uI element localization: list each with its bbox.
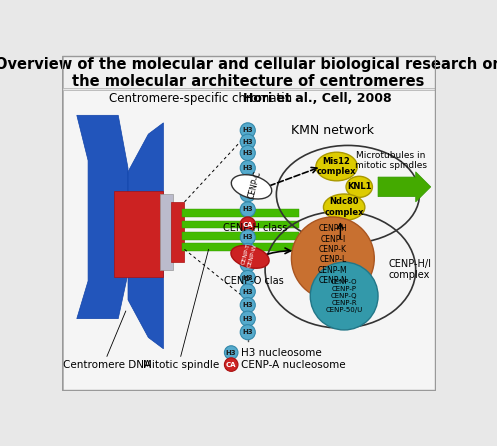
- FancyBboxPatch shape: [182, 210, 299, 217]
- Circle shape: [291, 217, 374, 300]
- Text: H3: H3: [243, 289, 253, 294]
- Circle shape: [240, 161, 255, 176]
- Text: H3: H3: [243, 206, 253, 212]
- Circle shape: [225, 346, 238, 359]
- Ellipse shape: [324, 194, 365, 220]
- Ellipse shape: [316, 152, 357, 181]
- Text: Mis12
complex: Mis12 complex: [317, 157, 356, 176]
- Circle shape: [240, 187, 255, 202]
- Circle shape: [240, 284, 255, 299]
- Text: CENP-A nucleosome: CENP-A nucleosome: [241, 359, 345, 370]
- Polygon shape: [77, 116, 128, 318]
- Text: CENP-T
CENP-W: CENP-T CENP-W: [241, 241, 257, 268]
- Circle shape: [240, 325, 255, 340]
- Circle shape: [240, 230, 255, 245]
- Text: H3: H3: [243, 302, 253, 308]
- Text: CA: CA: [243, 222, 253, 227]
- Circle shape: [240, 123, 255, 138]
- Text: H3: H3: [243, 165, 253, 171]
- Text: H3: H3: [243, 234, 253, 240]
- Circle shape: [225, 358, 238, 372]
- FancyBboxPatch shape: [182, 232, 299, 240]
- Circle shape: [240, 202, 255, 217]
- Text: Microtubules in
mitotic spindles: Microtubules in mitotic spindles: [355, 151, 427, 170]
- FancyBboxPatch shape: [182, 244, 299, 251]
- Text: H3: H3: [243, 248, 253, 254]
- Ellipse shape: [231, 245, 269, 268]
- FancyBboxPatch shape: [182, 221, 299, 228]
- Text: Hori et al., Cell, 2008: Hori et al., Cell, 2008: [244, 92, 392, 105]
- Text: KNL1: KNL1: [347, 182, 371, 191]
- Text: CENP-O
CENP-P
CENP-Q
CENP-R
CENP-50/U: CENP-O CENP-P CENP-Q CENP-R CENP-50/U: [326, 279, 363, 313]
- Text: CA: CA: [226, 362, 237, 368]
- FancyBboxPatch shape: [114, 190, 164, 277]
- Circle shape: [240, 134, 255, 149]
- Text: Centromere DNA: Centromere DNA: [63, 360, 151, 370]
- FancyBboxPatch shape: [171, 202, 184, 262]
- Text: H3: H3: [243, 329, 253, 335]
- Text: H3: H3: [243, 128, 253, 133]
- Text: H3: H3: [243, 139, 253, 145]
- Circle shape: [240, 311, 255, 326]
- Text: H3: H3: [243, 191, 253, 198]
- Text: H3: H3: [243, 275, 253, 281]
- Text: H3: H3: [243, 316, 253, 322]
- Text: KMN network: KMN network: [291, 124, 374, 137]
- FancyBboxPatch shape: [63, 90, 434, 391]
- Text: CENP-H
CENP-I
CENP-K
CENP-L
CENP-M
CENP-N: CENP-H CENP-I CENP-K CENP-L CENP-M CENP-…: [318, 224, 348, 285]
- Text: Centromere-specific chromatin: Centromere-specific chromatin: [109, 92, 293, 105]
- Text: H3: H3: [243, 150, 253, 156]
- Circle shape: [240, 217, 255, 232]
- Text: Overview of the molecular and cellular biological research on
the molecular arch: Overview of the molecular and cellular b…: [0, 57, 497, 89]
- Text: H3: H3: [243, 261, 253, 268]
- Text: CENP-C: CENP-C: [248, 170, 263, 199]
- Ellipse shape: [346, 176, 372, 198]
- Ellipse shape: [231, 175, 272, 199]
- Text: Ndc80
complex: Ndc80 complex: [325, 198, 364, 217]
- Text: CENP-H class: CENP-H class: [223, 223, 288, 233]
- Circle shape: [240, 297, 255, 313]
- Circle shape: [240, 174, 255, 189]
- Circle shape: [240, 257, 255, 272]
- Text: CENP-H/I
complex: CENP-H/I complex: [388, 259, 431, 281]
- Circle shape: [240, 145, 255, 161]
- FancyBboxPatch shape: [160, 194, 173, 270]
- Text: Mitotic spindle: Mitotic spindle: [143, 360, 219, 370]
- Circle shape: [310, 262, 378, 330]
- Circle shape: [240, 244, 255, 258]
- FancyBboxPatch shape: [63, 56, 434, 88]
- Text: H3: H3: [243, 178, 253, 185]
- Text: CENP-O clas: CENP-O clas: [224, 276, 284, 286]
- Circle shape: [240, 270, 255, 285]
- Polygon shape: [128, 123, 164, 349]
- Text: H3 nucleosome: H3 nucleosome: [241, 347, 322, 358]
- Polygon shape: [378, 172, 431, 202]
- Text: H3: H3: [226, 350, 237, 355]
